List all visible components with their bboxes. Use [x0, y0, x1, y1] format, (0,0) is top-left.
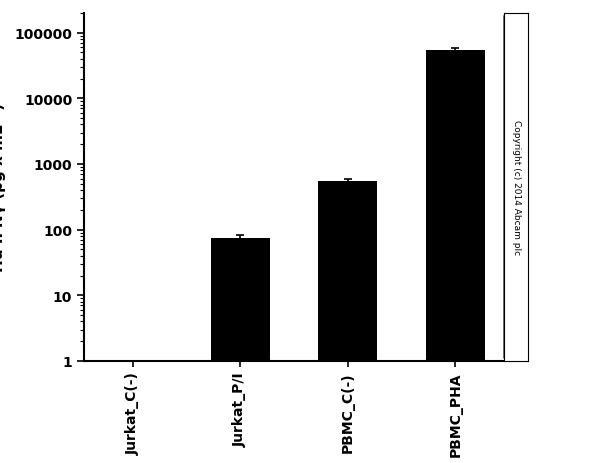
Bar [426, 50, 485, 463]
Bar [318, 181, 377, 463]
Y-axis label: Hu IFNγ (pg x mL⁻¹): Hu IFNγ (pg x mL⁻¹) [0, 103, 6, 272]
Bar [103, 361, 162, 463]
Bar [211, 238, 270, 463]
Text: Copyright (c) 2014 Abcam plc: Copyright (c) 2014 Abcam plc [511, 120, 521, 255]
